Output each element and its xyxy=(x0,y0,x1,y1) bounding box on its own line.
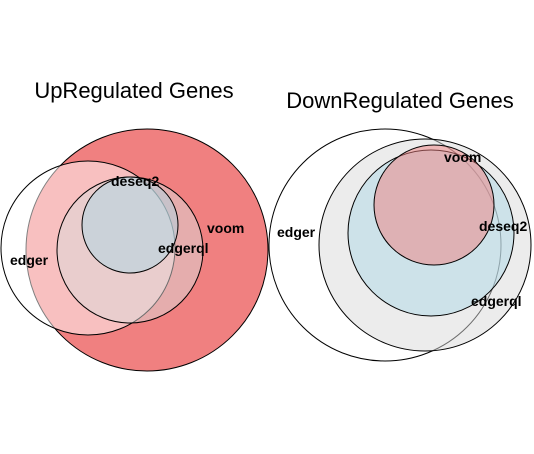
up-deseq2-label: deseq2 xyxy=(111,173,159,189)
downregulated-title: DownRegulated Genes xyxy=(286,88,513,113)
up-edger-label: edger xyxy=(10,252,49,268)
down-edgerql-label: edgerql xyxy=(471,293,522,309)
down-edger-label: edger xyxy=(277,224,316,240)
upregulated-title: UpRegulated Genes xyxy=(34,78,233,103)
up-deseq2-circle xyxy=(81,176,179,274)
upregulated-venn-panel: UpRegulated Genes voom edger edgerql des… xyxy=(0,78,269,372)
downregulated-venn-panel: DownRegulated Genes edger edgerql deseq2… xyxy=(268,88,532,362)
up-edgerql-label: edgerql xyxy=(158,240,209,256)
down-deseq2-label: deseq2 xyxy=(479,218,527,234)
up-voom-label: voom xyxy=(207,220,244,236)
down-voom-label: voom xyxy=(444,149,481,165)
down-voom-circle xyxy=(373,144,495,266)
